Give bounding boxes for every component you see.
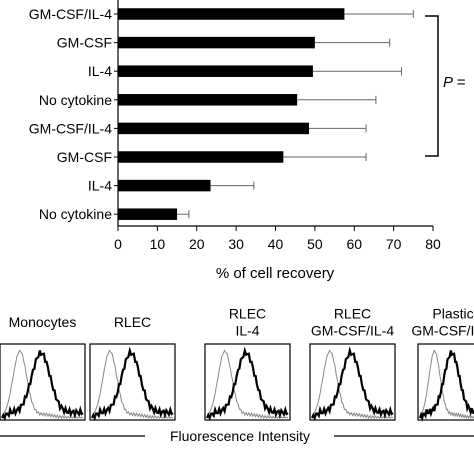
category-labels: GM-CSF/IL-4 GM-CSF IL-4 No cytokine GM-CSF/I… [29,6,112,222]
bar [118,208,178,220]
category-label: IL-4 [88,178,112,194]
histogram-panels: Monocytes RLECRLECIL-4RLECGM-CSF/IL-4Plas… [0,306,474,422]
cell-recovery-bar-chart: GM-CSF/IL-4 GM-CSF IL-4 No cytokine GM-CSF/I… [29,0,466,282]
histogram-curve [1,350,84,422]
panel-title: GM-CSF/IL-4 [411,323,474,339]
bar [118,179,211,192]
error-bars [177,10,414,219]
panel-frame [204,343,291,421]
error-bar [177,210,190,219]
histogram-curve [91,349,174,420]
panel-title: RLEC [334,306,371,322]
x-tick-label: 50 [307,236,323,252]
bar [118,8,345,20]
panel-title: IL-4 [235,323,259,339]
histogram-panel: Monocytes [0,314,86,422]
x-axis: 0 10 20 30 40 50 60 70 80 [114,0,441,252]
histogram-panel: RLEC [89,314,176,422]
histogram-curve [311,346,394,422]
histogram-curve [418,350,474,422]
x-tick-label: 10 [150,236,166,252]
error-bar [297,95,377,104]
error-bar [312,67,402,76]
panel-title: RLEC [229,306,266,322]
error-bar [344,10,414,18]
x-tick-label: 70 [386,236,402,252]
category-label: GM-CSF/IL-4 [29,6,112,22]
error-bar [314,38,391,47]
x-tick-label: 30 [228,236,244,252]
panel-frame [309,343,396,421]
bar [118,122,309,135]
histogram-curve [205,346,289,422]
error-bar [308,124,367,133]
category-label: GM-CSF [57,149,112,165]
panel-title: Plastic [432,306,473,322]
panel-title: Monocytes [9,314,77,330]
panel-frame [89,343,176,421]
error-bar [283,153,367,161]
category-label: No cytokine [39,92,112,108]
x-tick-label: 0 [114,236,122,252]
histogram-curve [1,349,84,420]
histogram-curve [206,349,289,420]
category-label: No cytokine [39,206,112,222]
panel-title: GM-CSF/IL-4 [311,323,394,339]
bar [118,94,298,106]
category-label: GM-CSF/IL-4 [29,120,112,136]
significance-bracket: P = [425,15,466,157]
histogram-curve [90,346,174,422]
histogram-curve [311,349,394,420]
bar [118,151,284,163]
bars [118,8,345,220]
histogram-curve [419,349,474,420]
p-value-label: P = [443,74,466,91]
panel-frame [0,343,86,421]
fluorescence-axis-label: Fluorescence Intensity [170,428,310,444]
category-label: IL-4 [88,63,112,79]
x-tick-label: 80 [425,236,441,252]
panel-title: RLEC [114,314,151,330]
bar [118,65,313,77]
x-tick-label: 20 [189,236,205,252]
x-tick-label: 40 [268,236,284,252]
x-axis-label: % of cell recovery [216,265,335,282]
x-tick-label: 60 [346,236,362,252]
fluorescence-axis: Fluorescence Intensity [0,428,474,444]
category-label: GM-CSF [57,35,112,51]
bar [118,36,315,49]
panel-frame [417,343,474,421]
error-bar [210,181,255,190]
